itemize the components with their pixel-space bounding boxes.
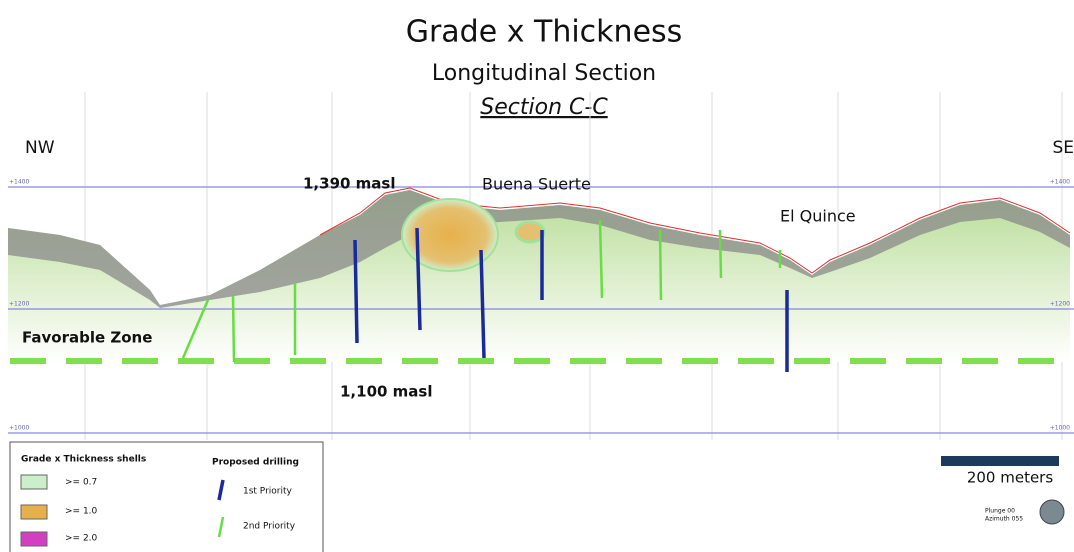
elevation-label: +1000 [9, 425, 29, 432]
legend-swatch [21, 505, 47, 519]
scale-bar [941, 456, 1059, 466]
place-label: Buena Suerte [482, 175, 591, 194]
drill-hole-2nd [660, 230, 661, 300]
legend-label: >= 2.0 [65, 534, 98, 544]
favorable-zone-label: Favorable Zone [22, 329, 152, 347]
legend-label: 2nd Priority [243, 522, 296, 532]
se-label: SE [1052, 138, 1074, 158]
elevation-label: +1200 [9, 301, 29, 308]
elevation-label: +1000 [1050, 425, 1070, 432]
elevation-label: +1400 [1050, 179, 1070, 186]
plunge-label: Plunge 00 [985, 508, 1015, 515]
ore-shell [516, 222, 544, 242]
section-name: Section C-C [480, 95, 608, 120]
legend: Grade x Thickness shells >= 0.7 >= 1.0 >… [10, 442, 323, 552]
peak-label: 1,390 masl [303, 175, 396, 193]
subtitle: Longitudinal Section [432, 61, 656, 86]
drill-hole-2nd [720, 230, 721, 278]
legend-label: >= 0.7 [65, 478, 97, 488]
legend-label: >= 1.0 [65, 507, 98, 517]
nw-label: NW [25, 138, 55, 158]
azimuth-label: Azimuth 055 [985, 516, 1023, 523]
drill-hole-1st [355, 240, 357, 343]
title: Grade x Thickness [406, 15, 683, 50]
legend-swatch [21, 475, 47, 489]
legend-title: Grade x Thickness shells [21, 455, 146, 465]
place-label: El Quince [780, 207, 856, 226]
elevation-label: +1400 [9, 179, 29, 186]
base-label: 1,100 masl [340, 383, 433, 401]
legend-label: 1st Priority [243, 487, 293, 497]
orientation-icon [1040, 500, 1064, 524]
drill-hole-2nd [233, 296, 234, 362]
section-diagram: Grade x Thickness Longitudinal Section S… [0, 0, 1074, 552]
scale-label: 200 meters [967, 469, 1054, 487]
legend-swatch [21, 532, 47, 546]
legend-title: Proposed drilling [212, 458, 299, 468]
elevation-label: +1200 [1050, 301, 1070, 308]
